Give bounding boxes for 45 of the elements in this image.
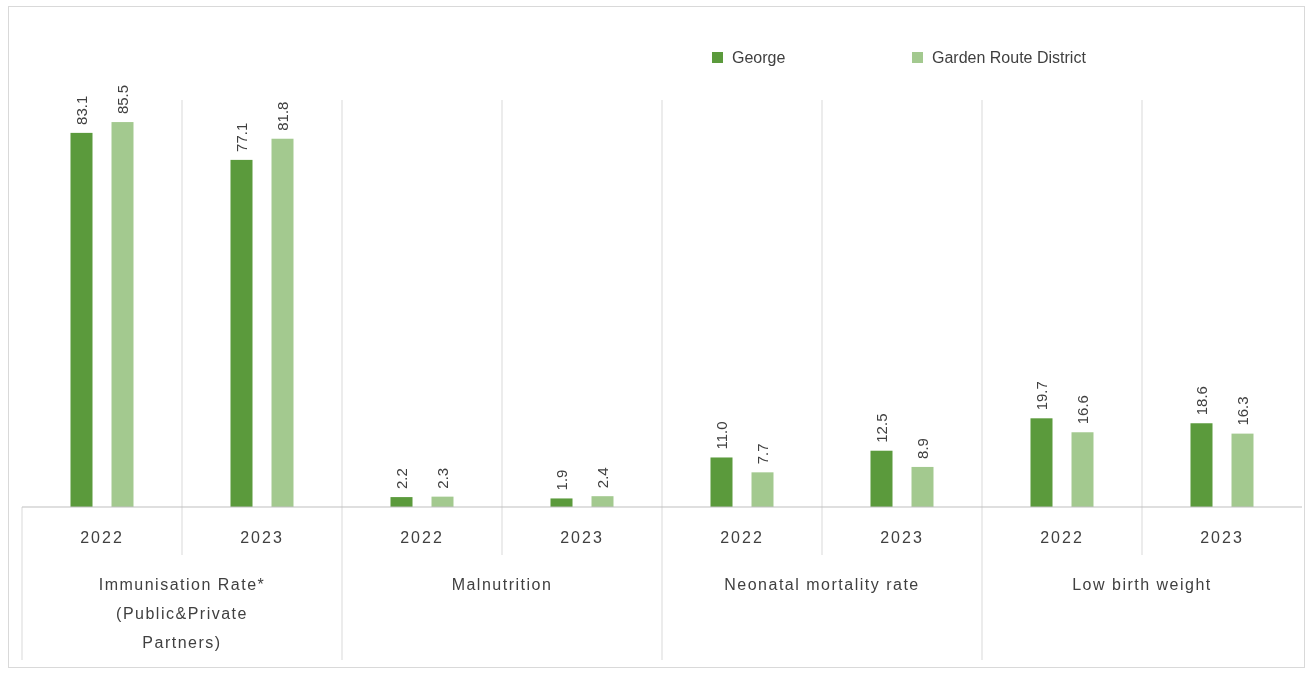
text: Malnutrition bbox=[451, 576, 553, 593]
x-tick-label: 2022 bbox=[80, 529, 124, 546]
data-label: 85.5 bbox=[113, 84, 131, 115]
text: Neonatal mortality rate bbox=[724, 576, 920, 593]
legend-label: George bbox=[732, 49, 786, 66]
x-tick-label: 2023 bbox=[880, 529, 924, 546]
data-label: 7.7 bbox=[753, 443, 771, 465]
bar bbox=[710, 457, 733, 507]
data-label: 8.9 bbox=[913, 438, 931, 459]
bar bbox=[591, 496, 614, 507]
data-label: 16.6 bbox=[1073, 395, 1091, 425]
data-label: 12.5 bbox=[872, 413, 890, 443]
bar bbox=[751, 472, 774, 507]
bar bbox=[390, 497, 413, 507]
data-label: 16.3 bbox=[1233, 396, 1251, 426]
text: Low birth weight bbox=[1072, 576, 1212, 593]
bar bbox=[230, 159, 253, 507]
bar bbox=[1231, 433, 1254, 507]
data-label: 2.4 bbox=[593, 467, 611, 489]
data-label: 2.3 bbox=[433, 467, 451, 489]
data-label: 11.0 bbox=[712, 421, 730, 450]
x-tick-label: 2023 bbox=[1200, 529, 1244, 546]
x-tick-label: 2022 bbox=[400, 529, 444, 546]
data-label: 19.7 bbox=[1032, 381, 1050, 411]
bar bbox=[1030, 418, 1053, 507]
data-label: 83.1 bbox=[72, 95, 90, 125]
bar bbox=[911, 466, 934, 507]
x-tick-label: 2023 bbox=[560, 529, 604, 546]
bar bbox=[1190, 423, 1213, 507]
bar bbox=[111, 122, 134, 507]
bar bbox=[1071, 432, 1094, 507]
data-label: 81.8 bbox=[273, 101, 291, 131]
text: Immunisation Rate* (Public&Private Partners) bbox=[98, 576, 266, 651]
data-label: 1.9 bbox=[552, 469, 570, 491]
bar bbox=[550, 498, 573, 507]
bar bbox=[70, 132, 93, 507]
data-label: 18.6 bbox=[1192, 386, 1210, 416]
x-tick-label: 2022 bbox=[1040, 529, 1084, 546]
x-tick-label: 2022 bbox=[720, 529, 764, 546]
x-tick-label: 2023 bbox=[240, 529, 284, 546]
data-label: 77.1 bbox=[232, 122, 250, 152]
data-label: 2.2 bbox=[392, 468, 410, 490]
legend-label: Garden Route District bbox=[932, 49, 1087, 66]
bar bbox=[271, 138, 294, 507]
bar bbox=[870, 450, 893, 507]
